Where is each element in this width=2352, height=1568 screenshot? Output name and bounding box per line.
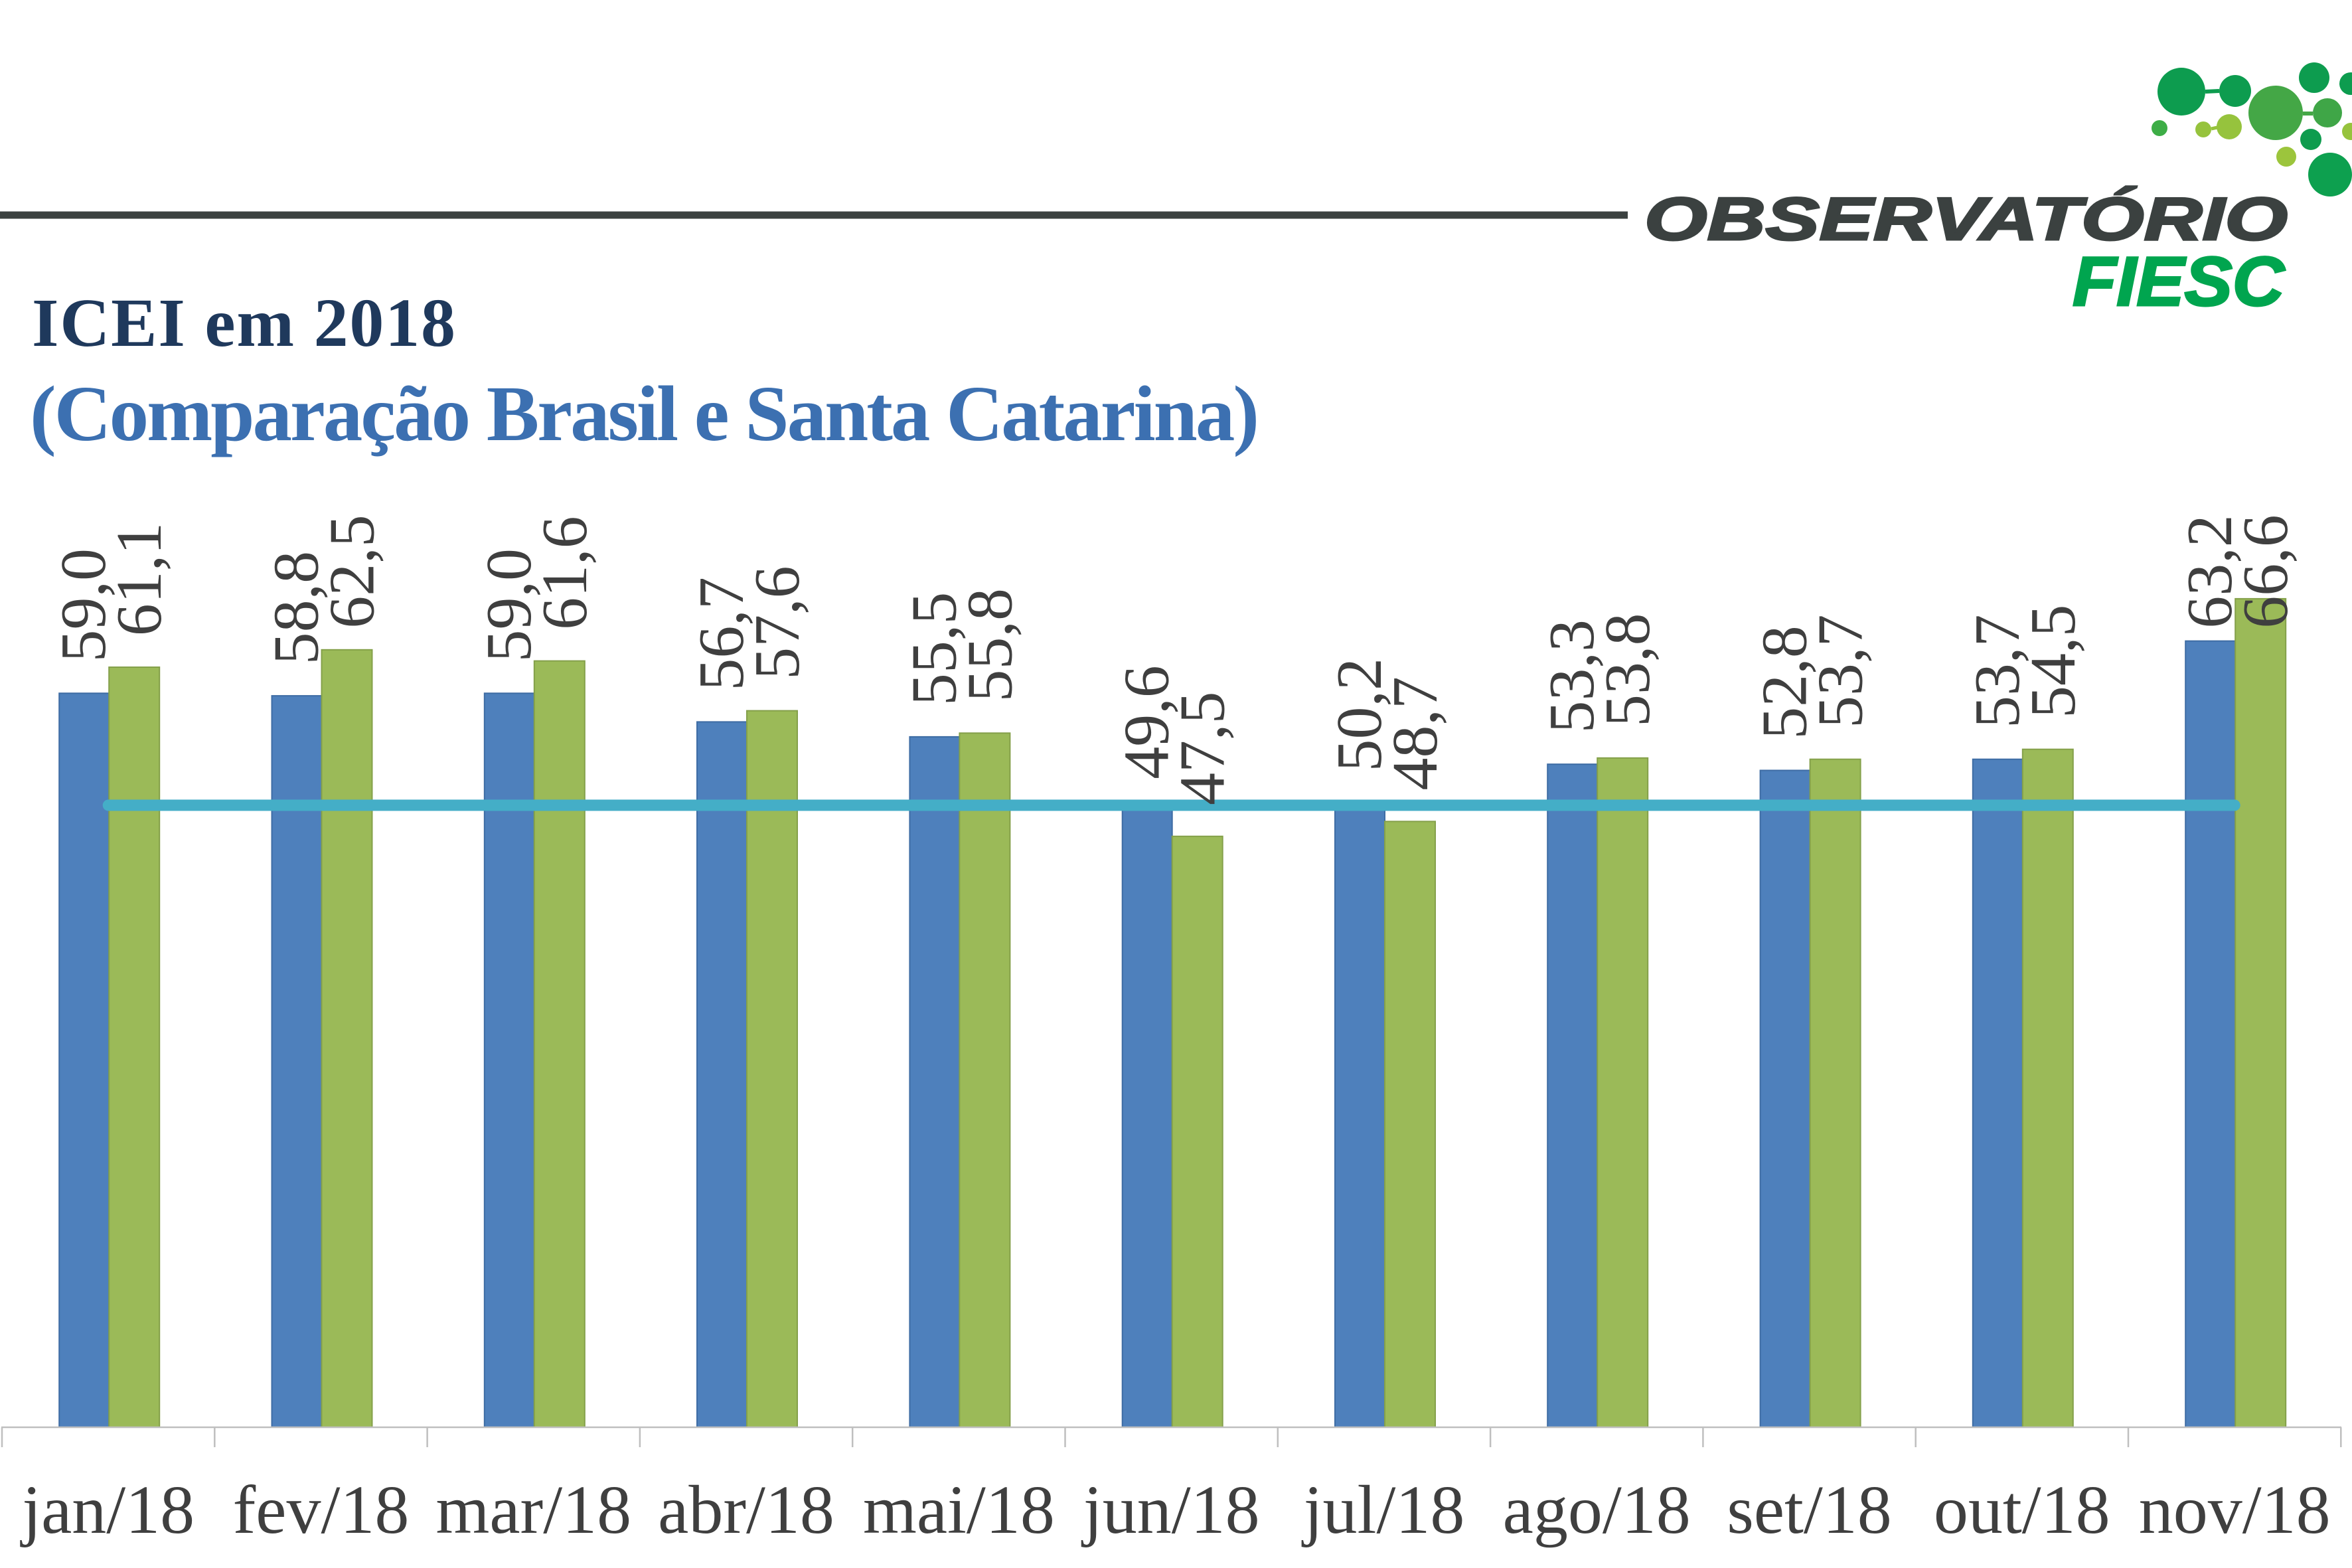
svg-text:set/18: set/18 (1727, 1472, 1891, 1548)
svg-text:(Comparação Brasil e Santa Cat: (Comparação Brasil e Santa Catarina) (30, 370, 1259, 457)
svg-text:fev/18: fev/18 (233, 1472, 410, 1548)
svg-text:58,8: 58,8 (261, 551, 333, 665)
svg-text:59,0: 59,0 (473, 548, 545, 663)
svg-text:61,6: 61,6 (529, 516, 601, 630)
svg-text:ago/18: ago/18 (1503, 1472, 1691, 1548)
svg-text:53,7: 53,7 (1805, 614, 1877, 728)
svg-text:47,5: 47,5 (1167, 692, 1239, 806)
svg-text:61,1: 61,1 (104, 522, 175, 637)
svg-text:jun/18: jun/18 (1081, 1472, 1260, 1548)
svg-text:jul/18: jul/18 (1302, 1472, 1465, 1548)
svg-text:mar/18: mar/18 (436, 1472, 632, 1548)
svg-text:jan/18: jan/18 (20, 1472, 195, 1548)
svg-text:49,6: 49,6 (1111, 665, 1183, 779)
svg-text:54,5: 54,5 (2017, 604, 2089, 718)
svg-text:57,6: 57,6 (742, 566, 813, 680)
svg-text:ICEI em 2018: ICEI em 2018 (32, 285, 455, 361)
svg-text:nov/18: nov/18 (2139, 1472, 2331, 1548)
svg-text:abr/18: abr/18 (658, 1472, 834, 1548)
svg-text:53,3: 53,3 (1536, 619, 1608, 733)
svg-text:53,7: 53,7 (1962, 614, 2033, 728)
svg-text:59,0: 59,0 (48, 548, 119, 663)
svg-text:52,8: 52,8 (1749, 625, 1821, 740)
svg-text:55,5: 55,5 (898, 592, 970, 706)
svg-text:62,5: 62,5 (317, 514, 388, 629)
svg-text:OBSERVATÓRIO: OBSERVATÓRIO (1644, 186, 2288, 253)
svg-text:56,7: 56,7 (686, 577, 757, 691)
svg-text:FIESC: FIESC (2073, 243, 2286, 321)
svg-text:out/18: out/18 (1934, 1472, 2110, 1548)
svg-text:48,7: 48,7 (1379, 676, 1451, 791)
svg-text:mai/18: mai/18 (863, 1472, 1055, 1548)
svg-text:55,8: 55,8 (954, 588, 1026, 702)
svg-text:53,8: 53,8 (1592, 613, 1664, 728)
svg-text:50,2: 50,2 (1324, 658, 1395, 772)
svg-text:66,6: 66,6 (2230, 514, 2302, 629)
svg-text:63,2: 63,2 (2174, 514, 2246, 629)
